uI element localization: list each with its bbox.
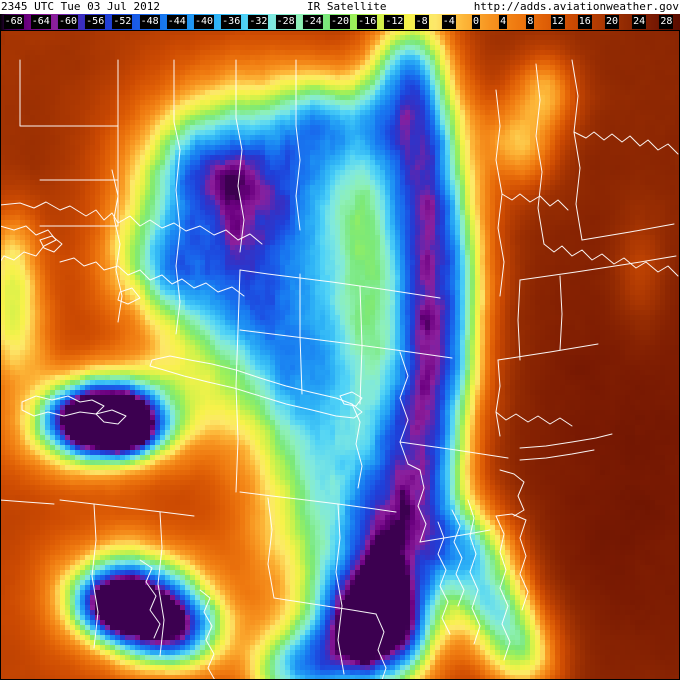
colorbar-tick-neg44: -44	[166, 15, 187, 29]
colorbar-tick-12: 12	[550, 15, 565, 29]
political-boundaries-overlay	[0, 59, 679, 680]
header-bar: 2345 UTC Tue 03 Jul 2012 IR Satellite ht…	[0, 0, 680, 14]
colorbar-tick-neg28: -28	[275, 15, 296, 29]
colorbar-tick-neg36: -36	[221, 15, 242, 29]
colorbar-tick-neg40: -40	[193, 15, 215, 29]
colorbar-tick-20: 20	[604, 15, 620, 29]
colorbar-tick-28: 28	[659, 15, 674, 29]
colorbar-tick-neg52: -52	[112, 15, 133, 29]
colorbar-tick-neg8: -8	[414, 15, 429, 29]
ir-brightness-temperature-field	[0, 30, 680, 680]
colorbar-tick-neg56: -56	[85, 15, 106, 29]
colorbar-tick-8: 8	[526, 15, 535, 29]
colorbar-tick-neg20: -20	[329, 15, 351, 29]
colorbar-tick-16: 16	[577, 15, 592, 29]
timestamp-label: 2345 UTC Tue 03 Jul 2012	[1, 0, 160, 13]
temperature-colorbar: -68 -64 -60 -56 -52 -48 -44 -40 -36 -32 -28 -24 -20-…	[0, 14, 680, 30]
colorbar-tick-neg60: -60	[57, 15, 79, 29]
colorbar-tick-neg24: -24	[302, 15, 323, 29]
colorbar-tick-0: 0	[471, 15, 481, 29]
colorbar-tick-neg64: -64	[30, 15, 51, 29]
colorbar-tick-neg48: -48	[139, 15, 160, 29]
satellite-image-canvas[interactable]	[0, 30, 680, 680]
page-title: IR Satellite	[307, 0, 387, 13]
colorbar-tick-24: 24	[632, 15, 647, 29]
colorbar-tick-neg4: -4	[441, 15, 456, 29]
colorbar-tick-neg32: -32	[248, 15, 269, 29]
colorbar-tick-neg68: -68	[3, 15, 24, 29]
colorbar-tick-4: 4	[499, 15, 508, 29]
colorbar-tick-neg12: -12	[384, 15, 405, 29]
colorbar-tick-neg16: -16	[357, 15, 378, 29]
source-url-label: http://adds.aviationweather.gov	[473, 0, 679, 13]
